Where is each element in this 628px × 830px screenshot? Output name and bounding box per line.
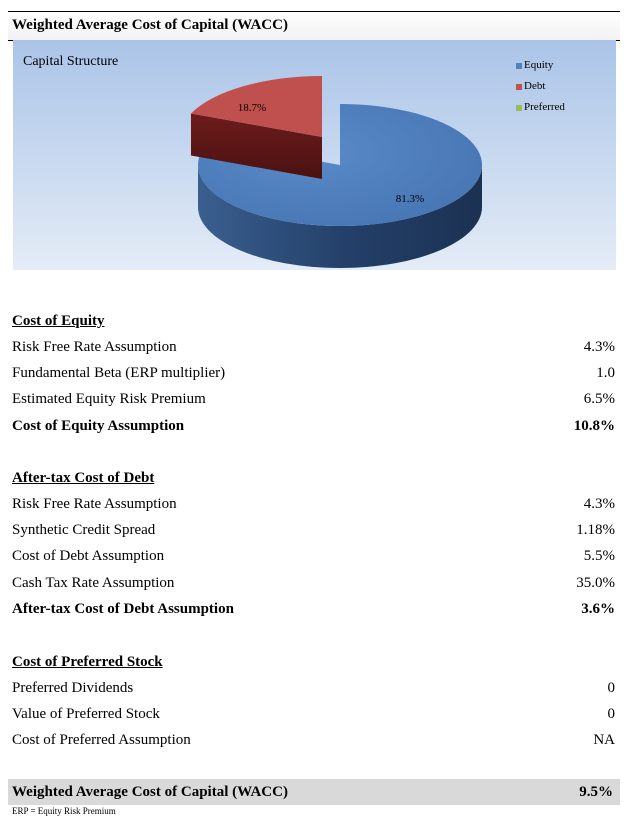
- table-row-total: After-tax Cost of Debt Assumption 3.6%: [12, 601, 615, 627]
- data-label-equity: 81.3%: [396, 193, 424, 205]
- chart-title: Capital Structure: [23, 54, 119, 69]
- row-value: NA: [593, 732, 615, 748]
- equity-slice: [197, 104, 483, 227]
- row-value: 6.5%: [583, 391, 615, 407]
- wacc-summary-bar: Weighted Average Cost of Capital (WACC) …: [8, 779, 620, 805]
- row-label: Risk Free Rate Assumption: [12, 496, 177, 512]
- legend-swatch-equity: [516, 62, 522, 69]
- report-title: Weighted Average Cost of Capital (WACC): [12, 17, 288, 33]
- legend-item-preferred: Preferred: [516, 97, 565, 118]
- row-label: After-tax Cost of Debt Assumption: [12, 601, 234, 617]
- row-label: Fundamental Beta (ERP multiplier): [12, 365, 226, 381]
- wacc-value: 9.5%: [579, 784, 613, 800]
- row-value: 3.6%: [581, 601, 615, 617]
- legend-label-debt: Debt: [524, 80, 546, 92]
- section-title-equity: Cost of Equity: [12, 313, 105, 329]
- row-label: Cash Tax Rate Assumption: [12, 575, 175, 591]
- table-row: Fundamental Beta (ERP multiplier) 1.0: [12, 365, 615, 391]
- row-value: 5.5%: [583, 548, 615, 564]
- row-label: Cost of Equity Assumption: [12, 418, 185, 434]
- table-row: Value of Preferred Stock 0: [12, 706, 615, 732]
- pie-chart-svg: 81.3% 18.7%: [190, 76, 483, 268]
- equity-slice-side: [198, 165, 482, 268]
- debt-slice: [190, 76, 322, 137]
- row-label: Value of Preferred Stock: [12, 706, 160, 722]
- row-label: Synthetic Credit Spread: [12, 522, 156, 538]
- row-value: 0: [607, 706, 616, 722]
- wacc-label: Weighted Average Cost of Capital (WACC): [12, 784, 288, 800]
- row-value: 1.0: [596, 365, 615, 381]
- row-label: Cost of Debt Assumption: [12, 548, 165, 564]
- legend-item-debt: Debt: [516, 76, 565, 97]
- row-value: 4.3%: [583, 339, 615, 355]
- section-title-preferred: Cost of Preferred Stock: [12, 654, 163, 670]
- row-label: Preferred Dividends: [12, 680, 134, 696]
- table-row: Cost of Preferred Assumption NA: [12, 732, 615, 758]
- capital-structure-chart: 81.3% 18.7% Capital Structure Equity Debt…: [13, 40, 616, 270]
- row-label: Risk Free Rate Assumption: [12, 339, 177, 355]
- row-value: 4.3%: [583, 496, 615, 512]
- debt-slice-side: [190, 113, 322, 179]
- legend-label-equity: Equity: [524, 59, 554, 71]
- table-row: Synthetic Credit Spread 1.18%: [12, 522, 615, 548]
- legend-item-equity: Equity: [516, 55, 565, 76]
- report-header: Weighted Average Cost of Capital (WACC): [8, 11, 620, 41]
- table-row-total: Cost of Equity Assumption 10.8%: [12, 418, 615, 444]
- legend-swatch-debt: [516, 83, 522, 90]
- row-label: Cost of Preferred Assumption: [12, 732, 191, 748]
- table-row: Risk Free Rate Assumption 4.3%: [12, 339, 615, 365]
- table-row: Preferred Dividends 0: [12, 680, 615, 706]
- row-value: 1.18%: [576, 522, 615, 538]
- section-title-debt: After-tax Cost of Debt: [12, 470, 155, 486]
- data-label-debt: 18.7%: [238, 102, 266, 114]
- legend-label-preferred: Preferred: [524, 101, 565, 113]
- chart-legend: Equity Debt Preferred: [516, 55, 565, 118]
- table-row: Risk Free Rate Assumption 4.3%: [12, 496, 615, 522]
- row-label: Estimated Equity Risk Premium: [12, 391, 206, 407]
- table-row: Cash Tax Rate Assumption 35.0%: [12, 575, 615, 601]
- footnote: ERP = Equity Risk Premium: [12, 806, 116, 816]
- row-value: 35.0%: [576, 575, 615, 591]
- table-row: Cost of Debt Assumption 5.5%: [12, 548, 615, 574]
- row-value: 10.8%: [573, 418, 615, 434]
- legend-swatch-preferred: [516, 104, 522, 111]
- row-value: 0: [607, 680, 616, 696]
- table-row: Estimated Equity Risk Premium 6.5%: [12, 391, 615, 417]
